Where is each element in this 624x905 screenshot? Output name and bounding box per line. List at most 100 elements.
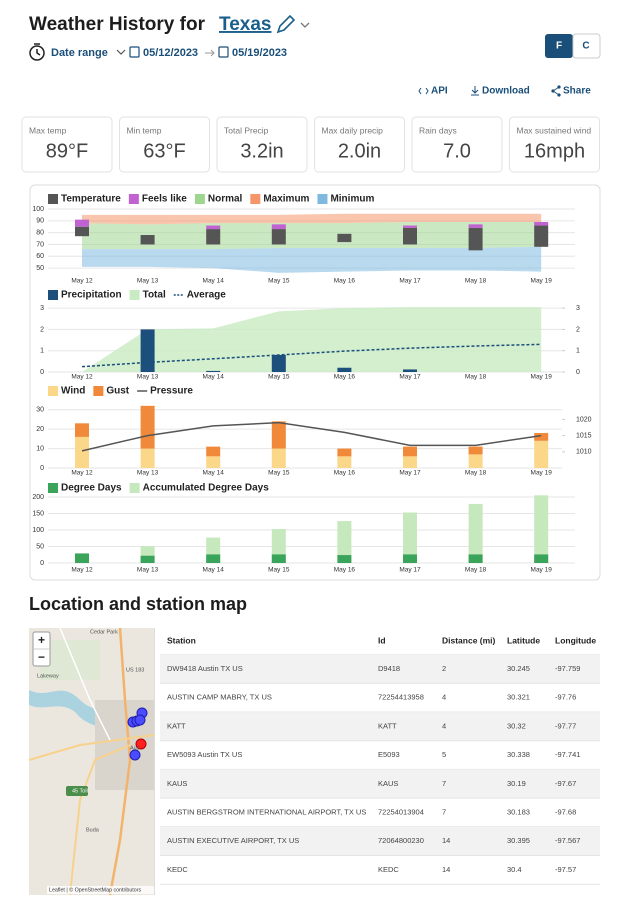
x-tick-label: May 18 bbox=[465, 374, 487, 381]
range-bar bbox=[337, 233, 352, 243]
legend-swatch bbox=[48, 386, 58, 396]
table-cell: 30.395 bbox=[507, 836, 530, 845]
area bbox=[82, 307, 542, 372]
table-cell: -97.741 bbox=[555, 750, 580, 759]
range-bar bbox=[75, 219, 89, 227]
x-tick-label: May 14 bbox=[203, 374, 225, 381]
bar bbox=[403, 369, 417, 372]
download-icon bbox=[471, 86, 479, 96]
share-link[interactable]: Share bbox=[563, 86, 591, 97]
api-icon bbox=[418, 87, 429, 95]
bar bbox=[271, 554, 286, 563]
table-cell: -97.567 bbox=[555, 836, 580, 845]
location-link[interactable]: Texas bbox=[219, 14, 271, 35]
legend-label: Wind bbox=[61, 386, 85, 397]
y-tick-label: 150 bbox=[32, 510, 44, 517]
x-tick-label: May 14 bbox=[203, 278, 225, 285]
map-label: Buda bbox=[86, 827, 100, 833]
bar bbox=[403, 446, 417, 457]
api-link[interactable]: API bbox=[431, 86, 448, 97]
bar bbox=[337, 456, 352, 468]
legend-label: Normal bbox=[208, 194, 243, 205]
map-zoom-control[interactable] bbox=[32, 631, 51, 667]
map-label: Aus bbox=[130, 745, 140, 751]
table-cell: DW9418 Austin TX US bbox=[167, 664, 243, 673]
table-row-bg bbox=[160, 826, 600, 856]
x-tick-label: May 13 bbox=[137, 470, 159, 477]
table-cell: 7 bbox=[442, 779, 446, 788]
bar bbox=[271, 448, 286, 468]
table-cell: 30.245 bbox=[507, 664, 530, 673]
range-bar bbox=[206, 225, 221, 230]
y2-tick-label: 1 bbox=[576, 348, 580, 355]
y2-tick-label: 3 bbox=[576, 305, 580, 312]
table-cell: -97.68 bbox=[555, 807, 576, 816]
range-bar bbox=[534, 225, 549, 247]
legend-swatch bbox=[194, 194, 205, 204]
y-tick-label: 50 bbox=[36, 543, 44, 550]
start-date[interactable]: 05/12/2023 bbox=[143, 47, 198, 59]
stat-card bbox=[314, 116, 405, 173]
bar bbox=[337, 448, 352, 457]
legend-label: Gust bbox=[106, 386, 129, 397]
map-zoom-button[interactable]: + bbox=[38, 633, 45, 647]
y-tick-label: 30 bbox=[36, 407, 44, 414]
unit-f-button[interactable] bbox=[545, 34, 573, 58]
legend-label: Average bbox=[187, 290, 227, 301]
stat-card bbox=[119, 116, 210, 173]
table-cell: -97.57 bbox=[555, 865, 576, 874]
bar bbox=[271, 421, 286, 449]
x-tick-label: May 12 bbox=[71, 278, 93, 285]
range-bar bbox=[468, 224, 483, 228]
location-chevron[interactable] bbox=[300, 22, 310, 28]
date-range-button[interactable]: Date range bbox=[51, 47, 108, 59]
range-bar bbox=[75, 226, 89, 237]
y-tick-label: 100 bbox=[32, 206, 44, 213]
y-tick-label: 2 bbox=[40, 326, 44, 333]
map-zoom-button[interactable]: − bbox=[38, 650, 45, 664]
map-label: 45 Toll bbox=[72, 788, 88, 794]
table-cell: AUSTIN BERGSTROM INTERNATIONAL AIRPORT, … bbox=[167, 807, 366, 816]
date-range-chevron[interactable] bbox=[116, 49, 126, 55]
calendar-icon bbox=[129, 46, 140, 58]
table-header: Distance (mi) bbox=[442, 635, 496, 645]
bar bbox=[403, 554, 417, 563]
legend-swatch bbox=[128, 194, 139, 204]
bar bbox=[75, 436, 89, 468]
stat-card bbox=[509, 116, 600, 173]
legend-label: Temperature bbox=[61, 194, 121, 205]
table-cell: -97.759 bbox=[555, 664, 580, 673]
x-tick-label: May 18 bbox=[465, 278, 487, 285]
stat-label: Min temp bbox=[127, 125, 162, 135]
bar bbox=[468, 446, 483, 455]
station-markers[interactable] bbox=[127, 707, 148, 761]
table-cell: E5093 bbox=[378, 750, 400, 759]
legend-label: Minimum bbox=[330, 194, 374, 205]
table-cell: 30.321 bbox=[507, 693, 530, 702]
map[interactable] bbox=[28, 627, 155, 896]
legend-label: Feels like bbox=[142, 194, 187, 205]
x-tick-label: May 13 bbox=[137, 278, 159, 285]
download-link[interactable]: Download bbox=[482, 86, 530, 97]
end-date[interactable]: 05/19/2023 bbox=[232, 47, 287, 59]
unit-f-label[interactable]: F bbox=[556, 41, 562, 52]
map-border bbox=[154, 628, 155, 895]
x-tick-label: May 15 bbox=[268, 567, 290, 574]
legend-swatch bbox=[317, 194, 328, 204]
x-tick-label: May 15 bbox=[268, 278, 290, 285]
range-bar bbox=[468, 227, 483, 251]
y2-tick-label: 1020 bbox=[576, 416, 592, 423]
unit-c-button[interactable] bbox=[572, 33, 601, 59]
bar bbox=[534, 433, 549, 441]
range-bar bbox=[403, 227, 417, 245]
x-tick-label: May 13 bbox=[137, 374, 159, 381]
y-tick-label: 200 bbox=[32, 494, 44, 501]
table-cell: 30.19 bbox=[507, 779, 526, 788]
x-tick-label: May 17 bbox=[399, 567, 421, 574]
unit-c-label[interactable]: C bbox=[582, 41, 589, 52]
stat-label: Max temp bbox=[29, 125, 67, 135]
bar bbox=[140, 405, 155, 449]
edit-icon[interactable] bbox=[276, 14, 296, 34]
bar bbox=[534, 554, 549, 563]
